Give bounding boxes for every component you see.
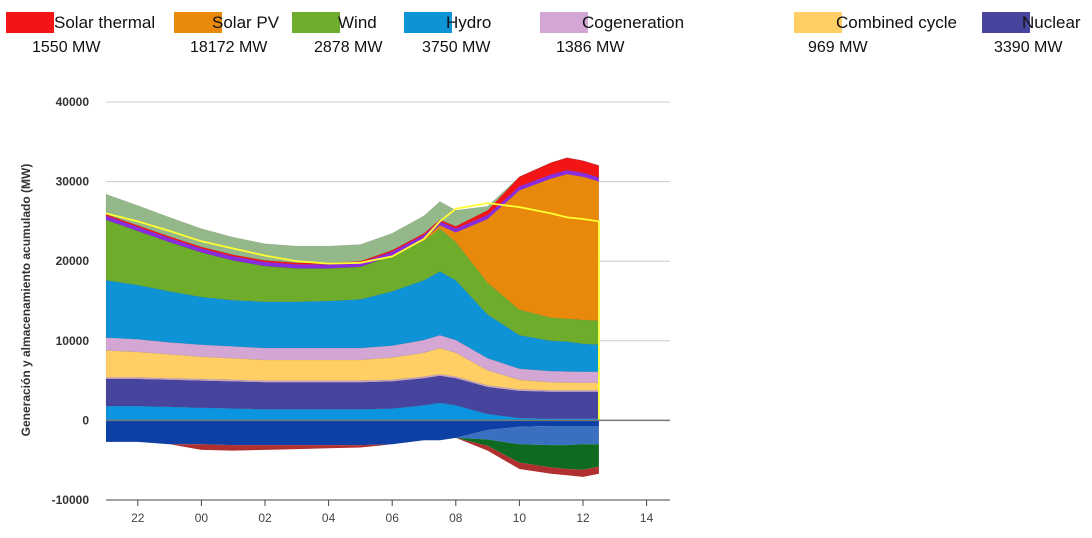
x-tick-label: 14 <box>640 511 654 525</box>
legend-value: 2878 MW <box>314 39 383 56</box>
positive-areas <box>105 157 600 421</box>
legend-swatch-cogeneration <box>540 12 588 33</box>
demand-line-layer <box>105 202 600 421</box>
negative-area-3[interactable] <box>106 437 599 477</box>
legend-swatch-hydro <box>404 12 452 33</box>
x-tick-label: 06 <box>386 511 400 525</box>
y-tick-label: 10000 <box>56 334 90 348</box>
legend-label: Nuclear <box>1022 13 1081 32</box>
legend-value: 3390 MW <box>994 39 1063 56</box>
demand-line[interactable] <box>105 202 600 421</box>
legend-label: Cogeneration <box>582 13 685 32</box>
legend-label: Solar thermal <box>54 13 156 32</box>
y-tick-label: 0 <box>82 413 89 427</box>
negative-area-0[interactable] <box>106 420 599 446</box>
legend-swatch-solar-thermal <box>6 12 54 33</box>
negative-area-2[interactable] <box>106 437 599 470</box>
x-tick-label: 22 <box>131 511 145 525</box>
legend-value: 3750 MW <box>422 39 491 56</box>
legend-label: Wind <box>338 13 377 32</box>
legend-value: 1386 MW <box>556 39 625 56</box>
y-tick-label: 20000 <box>56 254 90 268</box>
legend-swatch-solar-pv <box>174 12 222 33</box>
y-tick-label: 30000 <box>56 175 90 189</box>
x-tick-label: 04 <box>322 511 336 525</box>
negative-area-1[interactable] <box>106 426 599 446</box>
x-tick-label: 12 <box>576 511 590 525</box>
area-series-unlabelled-10[interactable] <box>105 157 599 264</box>
legend-value: 969 MW <box>808 39 868 56</box>
legend-label: Solar PV <box>212 13 280 32</box>
legend-swatch-combined-cycle <box>794 12 842 33</box>
x-tick-label: 10 <box>513 511 527 525</box>
y-axis-label: Generación y almacenamiento acumulado (M… <box>19 164 33 437</box>
legend-swatch-nuclear <box>982 12 1030 33</box>
axes: -10000 0 10000 20000 30000 40000 22 00 02 04 06 08 1… <box>52 95 670 525</box>
x-tick-label: 08 <box>449 511 463 525</box>
legend-value: 1550 MW <box>32 39 101 56</box>
legend-label: Combined cycle <box>836 13 957 32</box>
y-tick-label: 40000 <box>56 95 90 109</box>
x-tick-label: 00 <box>195 511 209 525</box>
x-tick-label: 02 <box>258 511 272 525</box>
legend-swatch-wind <box>292 12 340 33</box>
legend-value: 18172 MW <box>190 39 268 56</box>
y-tick-label: -10000 <box>52 493 90 507</box>
negative-areas <box>106 420 599 477</box>
legend-label: Hydro <box>446 13 492 32</box>
legend: Solar thermal 1550 MW Solar PV 18172 MW … <box>0 0 1092 64</box>
